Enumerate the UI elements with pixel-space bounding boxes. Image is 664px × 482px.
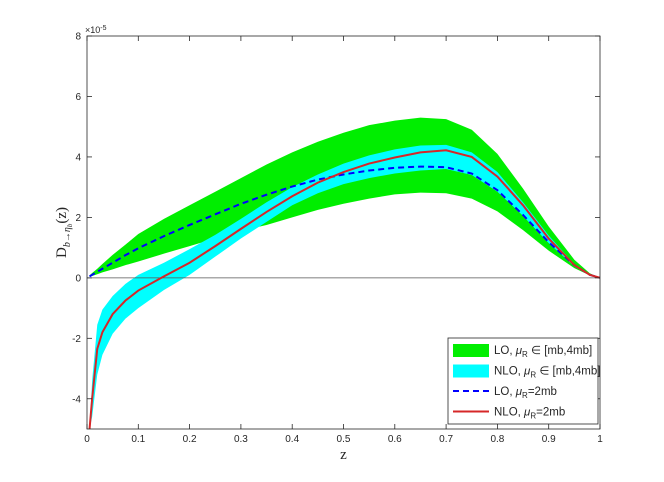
legend-label-mu: μ (523, 366, 531, 378)
legend-label-post: =2mb (536, 407, 565, 419)
x-tick-label: 0.5 (337, 434, 351, 445)
series-line-1 (89, 165, 600, 279)
legend-label-mu: μ (515, 345, 523, 357)
legend-label-pre: LO, (494, 345, 516, 357)
legend-label-sub: R (522, 391, 528, 400)
y-exponent-label: ×10-5 (85, 25, 107, 35)
y-axis-label: Db→ηb(z) (54, 207, 74, 258)
legend-label-mu: μ (523, 407, 531, 419)
legend-label-4: NLO, μR=2mb (494, 407, 565, 421)
y-exponent-power: -5 (100, 25, 106, 32)
x-tick-label: 0.6 (388, 434, 402, 445)
plot-content (87, 117, 600, 429)
legend-label-sub: R (530, 371, 536, 380)
y-axis-label-base: D (54, 247, 70, 258)
x-tick-label: 0.3 (234, 434, 248, 445)
y-tick-label: -2 (72, 334, 81, 345)
legend-label-pre: NLO, (494, 366, 524, 378)
y-tick-label: 0 (75, 273, 81, 284)
x-tick-label: 1 (597, 434, 603, 445)
legend-label-pre: LO, (494, 386, 516, 398)
legend: LO, μR ∈ [mb,4mb]NLO, μR ∈ [mb,4mb]LO, μ… (447, 337, 600, 425)
x-tick-label: 0.1 (131, 434, 145, 445)
x-tick-label: 0.4 (285, 434, 299, 445)
legend-swatch-1 (453, 344, 489, 357)
x-tick-label: 0.7 (439, 434, 453, 445)
y-axis-label-sub2: b (66, 223, 74, 227)
legend-label-post: ∈ [mb,4mb] (528, 345, 592, 357)
legend-label-post: ∈ [mb,4mb] (536, 366, 600, 378)
x-tick-label: 0 (84, 434, 90, 445)
y-axis-label-arg: (z) (54, 207, 70, 224)
y-tick-label: 6 (75, 92, 81, 103)
legend-label-sub: R (530, 412, 536, 421)
legend-label-3: LO, μR=2mb (494, 386, 557, 400)
x-axis-label: z (340, 447, 347, 463)
x-tick-label: 0.2 (183, 434, 197, 445)
legend-label-mu: μ (515, 386, 523, 398)
y-tick-label: 2 (75, 213, 81, 224)
y-tick-label: 8 (75, 32, 81, 43)
y-tick-label: 4 (75, 152, 81, 163)
legend-label-pre: NLO, (494, 407, 524, 419)
series-line-2 (88, 149, 600, 429)
y-axis-label-sub: b→η (62, 227, 73, 247)
x-tick-label: 0.9 (542, 434, 556, 445)
y-tick-label: -4 (72, 394, 81, 405)
plot-area (87, 117, 600, 429)
legend-label-1: LO, μR ∈ [mb,4mb] (494, 345, 592, 359)
legend-swatch-2 (453, 364, 489, 378)
legend-label-2: NLO, μR ∈ [mb,4mb] (494, 366, 600, 380)
legend-label-sub: R (522, 350, 528, 359)
legend-label-post: =2mb (528, 386, 557, 398)
x-tick-label: 0.8 (490, 434, 504, 445)
axes: 0 0.1 0.2 0.3 0.4 0.5 0.6 0.7 0.8 0.9 1 -4 -2 0 2 4 6 8 ×1… (54, 25, 603, 463)
